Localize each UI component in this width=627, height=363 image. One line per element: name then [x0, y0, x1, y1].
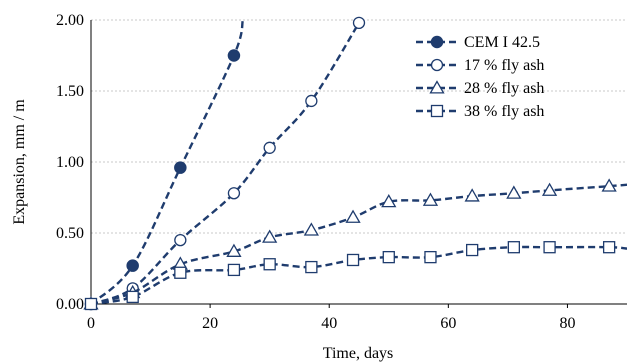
- data-point-0-1: [126, 259, 139, 272]
- data-point-3-5: [305, 260, 318, 274]
- x-tick-label-2: 40: [321, 315, 337, 332]
- series-0: [84, 19, 245, 311]
- data-point-1-5: [305, 94, 318, 108]
- data-point-0-3: [227, 49, 241, 62]
- y-tick-label-2: 1.00: [56, 154, 84, 171]
- gridlines: [91, 19, 627, 234]
- data-point-2-5: [303, 222, 319, 236]
- x-tick-label-3: 60: [440, 315, 456, 332]
- y-tick-label-1: 0.50: [56, 225, 84, 242]
- data-point-3-12: [602, 241, 616, 254]
- data-point-3-0: [84, 297, 98, 311]
- y-axis-title: Expansion, mm / m: [11, 99, 28, 225]
- legend-marker-0: [430, 35, 444, 49]
- data-point-2-11: [541, 182, 558, 196]
- y-tick-label-0: 0.00: [56, 296, 84, 313]
- data-point-1-6: [352, 16, 366, 29]
- data-point-2-9: [464, 188, 480, 202]
- data-point-3-6: [346, 253, 360, 267]
- data-point-3-1: [126, 290, 139, 304]
- legend-label-1: 17 % fly ash: [464, 57, 544, 74]
- series-3: [84, 241, 627, 311]
- x-tick-label-0: 0: [87, 315, 95, 332]
- legend-label-0: CEM I 42.5: [464, 34, 540, 51]
- data-point-3-9: [466, 243, 479, 257]
- data-point-3-2: [174, 266, 187, 279]
- legend-marker-1: [430, 58, 444, 72]
- data-point-1-4: [263, 141, 276, 154]
- data-point-3-8: [424, 250, 437, 264]
- data-point-2-6: [345, 209, 361, 223]
- data-point-2-12: [601, 178, 617, 192]
- legend-marker-3: [430, 104, 444, 118]
- plot-area: [83, 16, 627, 311]
- data-point-3-7: [382, 250, 395, 264]
- x-tick-label-1: 20: [202, 315, 218, 332]
- data-point-3-4: [263, 258, 276, 271]
- data-point-2-4: [262, 229, 278, 243]
- axes: 0.00 0.50 1.00 1.50 2.00 0 20 40 60 80: [56, 12, 627, 332]
- data-point-3-10: [507, 241, 520, 254]
- data-point-3-11: [543, 241, 556, 254]
- data-point-3-3: [227, 263, 241, 277]
- x-axis-title: Time, days: [323, 345, 394, 362]
- data-point-2-3: [226, 243, 242, 257]
- data-point-0-2: [174, 161, 187, 174]
- legend-label-2: 28 % fly ash: [464, 80, 544, 97]
- data-point-2-7: [381, 193, 397, 208]
- data-point-2-8: [422, 192, 439, 206]
- y-tick-label-4: 2.00: [56, 12, 84, 29]
- legend-label-3: 38 % fly ash: [464, 103, 544, 120]
- legend: CEM I 42.5 17 % fly ash 28 % fly ash 38 % f…: [416, 34, 544, 120]
- data-point-1-3: [227, 187, 241, 200]
- data-point-1-2: [174, 233, 187, 247]
- data-point-2-10: [506, 185, 522, 199]
- legend-marker-2: [429, 80, 445, 94]
- y-tick-label-3: 1.50: [56, 83, 84, 100]
- series-2: [83, 178, 627, 310]
- x-tick-label-4: 80: [559, 315, 575, 332]
